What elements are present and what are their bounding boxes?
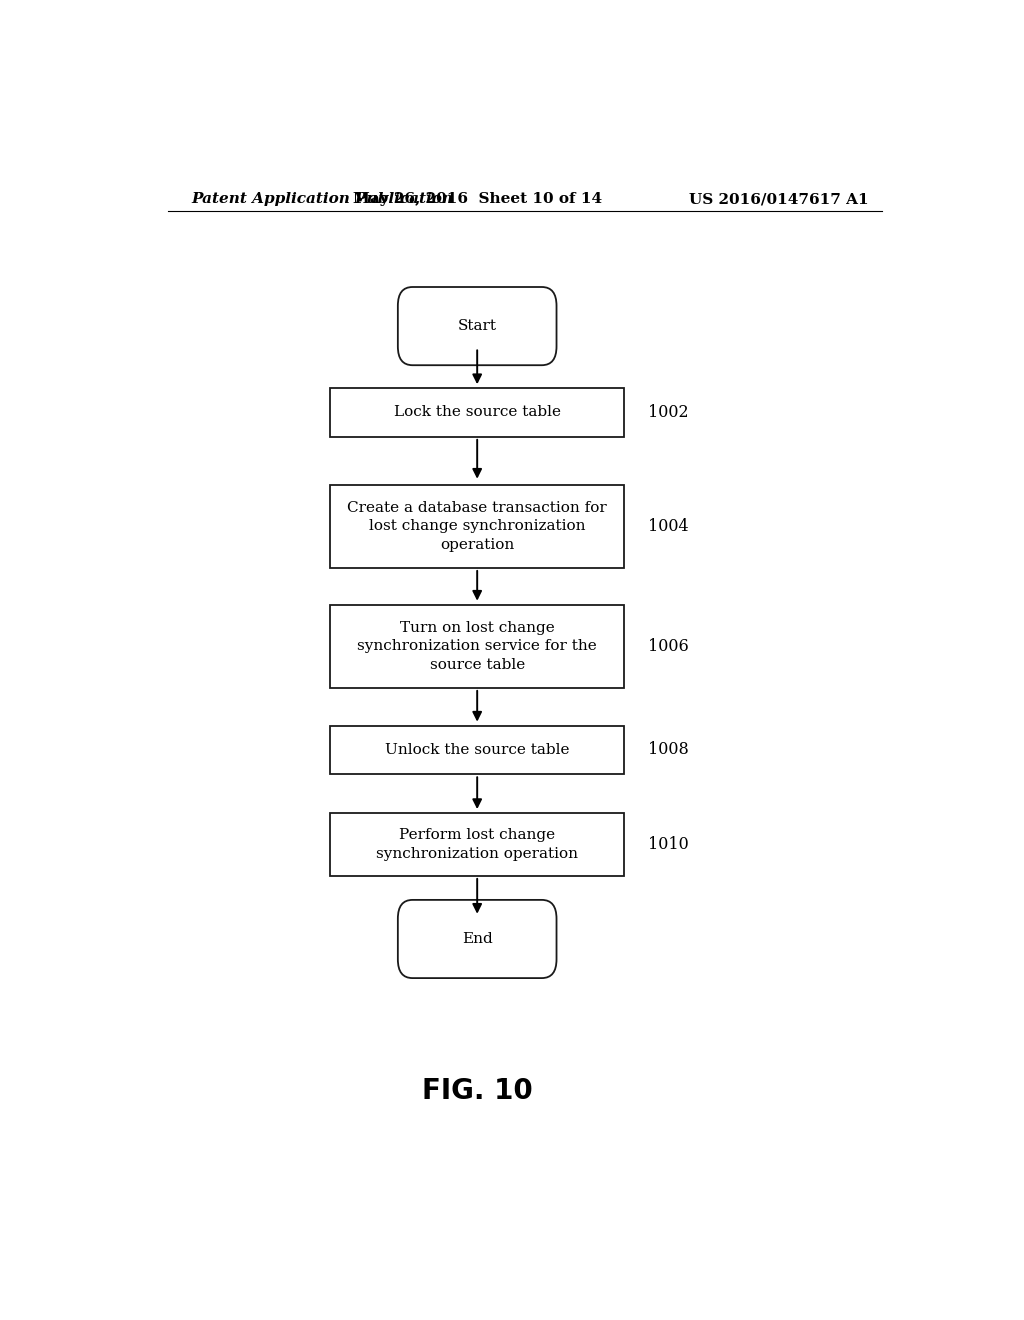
Text: 1008: 1008 (648, 742, 688, 759)
Text: US 2016/0147617 A1: US 2016/0147617 A1 (689, 191, 868, 206)
FancyBboxPatch shape (331, 726, 624, 775)
Text: 1002: 1002 (648, 404, 688, 421)
Text: Unlock the source table: Unlock the source table (385, 743, 569, 756)
Text: Create a database transaction for
lost change synchronization
operation: Create a database transaction for lost c… (347, 500, 607, 552)
FancyBboxPatch shape (331, 605, 624, 688)
Text: FIG. 10: FIG. 10 (422, 1077, 532, 1105)
FancyBboxPatch shape (398, 286, 556, 366)
Text: Patent Application Publication: Patent Application Publication (191, 191, 454, 206)
Text: 1004: 1004 (648, 517, 688, 535)
Text: 1010: 1010 (648, 836, 688, 853)
Text: Turn on lost change
synchronization service for the
source table: Turn on lost change synchronization serv… (357, 620, 597, 672)
FancyBboxPatch shape (331, 813, 624, 876)
Text: 1006: 1006 (648, 638, 688, 655)
FancyBboxPatch shape (398, 900, 556, 978)
Text: Lock the source table: Lock the source table (393, 405, 561, 420)
FancyBboxPatch shape (331, 484, 624, 568)
Text: Perform lost change
synchronization operation: Perform lost change synchronization oper… (376, 828, 579, 861)
FancyBboxPatch shape (331, 388, 624, 437)
Text: End: End (462, 932, 493, 946)
Text: May 26, 2016  Sheet 10 of 14: May 26, 2016 Sheet 10 of 14 (352, 191, 602, 206)
Text: Start: Start (458, 319, 497, 333)
